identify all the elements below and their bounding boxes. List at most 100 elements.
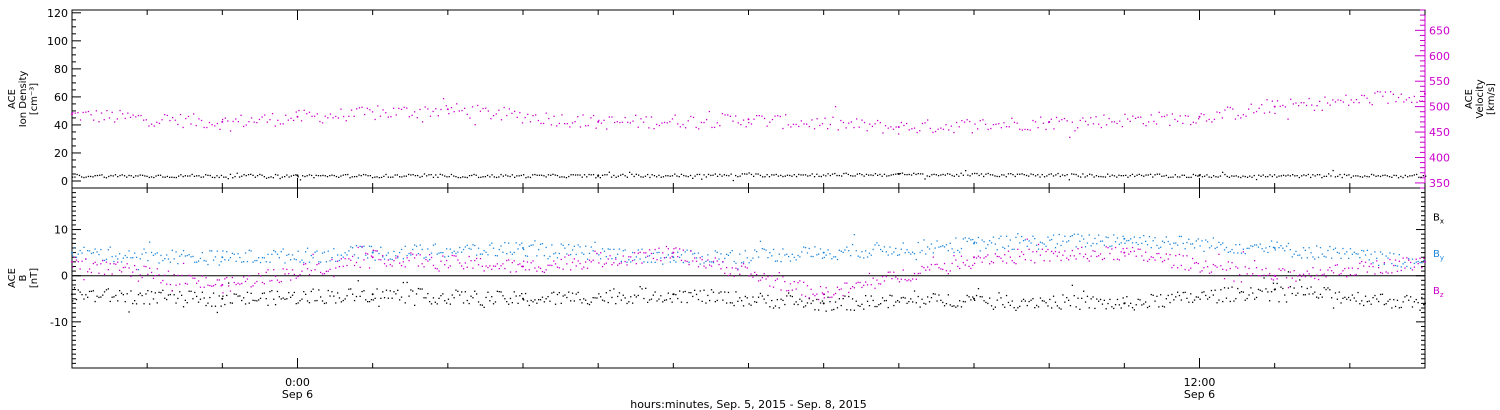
by-dot xyxy=(1024,239,1026,241)
bz-dot xyxy=(156,268,158,270)
bx-dot xyxy=(1135,304,1137,306)
by-dot xyxy=(94,248,96,250)
density-dot xyxy=(256,175,259,177)
bz-dot xyxy=(874,287,876,289)
velocity-dot xyxy=(508,108,510,110)
bz-dot xyxy=(414,257,416,259)
velocity-dot xyxy=(921,122,924,125)
velocity-dot xyxy=(1308,97,1310,100)
by-dot xyxy=(679,256,681,259)
density-dot xyxy=(877,174,879,176)
density-dot xyxy=(1183,174,1185,176)
bz-dot xyxy=(684,260,686,262)
bx-dot xyxy=(425,297,427,299)
density-dot xyxy=(329,175,331,177)
bz-dot xyxy=(575,265,577,267)
velocity-dot xyxy=(219,128,221,130)
velocity-dot xyxy=(1213,118,1216,120)
velocity-tick-label: 550 xyxy=(1429,75,1450,88)
bz-dot xyxy=(1009,256,1011,258)
by-dot xyxy=(1357,253,1359,255)
by-dot xyxy=(115,255,117,257)
by-dot xyxy=(212,259,215,261)
bz-dot xyxy=(212,285,215,287)
velocity-dot xyxy=(232,120,234,123)
by-dot xyxy=(1391,262,1393,265)
velocity-dot xyxy=(882,132,884,134)
density-dot xyxy=(146,175,148,177)
velocity-dot xyxy=(295,111,297,113)
bx-dot xyxy=(1287,271,1290,273)
bz-dot xyxy=(1186,255,1188,257)
density-dot xyxy=(958,175,960,177)
bx-dot xyxy=(960,306,963,308)
density-dot xyxy=(949,173,951,175)
velocity-dot xyxy=(524,116,526,119)
by-dot xyxy=(487,254,489,256)
bx-dot xyxy=(1353,297,1355,299)
bz-dot xyxy=(239,283,241,285)
velocity-dot xyxy=(632,120,634,122)
bz-dot xyxy=(1173,264,1175,266)
bz-dot xyxy=(695,260,698,262)
by-dot xyxy=(158,262,160,264)
density-dot xyxy=(335,175,338,178)
bx-dot xyxy=(509,297,512,300)
bz-dot xyxy=(842,295,844,297)
bx-dot xyxy=(181,294,183,296)
by-dot xyxy=(746,257,748,259)
by-dot xyxy=(799,256,801,258)
velocity-dot xyxy=(1279,105,1281,107)
bz-dot xyxy=(1111,248,1113,250)
velocity-dot xyxy=(450,107,453,109)
by-dot xyxy=(594,241,596,243)
by-dot xyxy=(367,257,369,259)
by-dot xyxy=(876,242,878,244)
density-dot xyxy=(1298,176,1300,179)
velocity-dot xyxy=(1055,116,1058,119)
by-dot xyxy=(564,247,566,249)
bx-dot xyxy=(256,300,258,302)
velocity-dot xyxy=(1250,103,1252,105)
bx-dot xyxy=(684,290,686,293)
by-dot xyxy=(466,244,468,246)
by-dot xyxy=(156,252,158,254)
bx-dot xyxy=(1316,296,1318,298)
bz-dot xyxy=(1000,257,1002,259)
bx-dot xyxy=(1302,294,1305,296)
bz-dot xyxy=(588,259,591,261)
by-dot xyxy=(895,247,897,250)
velocity-dot xyxy=(77,112,79,114)
velocity-dot xyxy=(1171,113,1173,115)
density-dot xyxy=(83,176,85,179)
by-dot xyxy=(975,242,978,244)
by-dot xyxy=(1274,249,1276,251)
bz-dot xyxy=(560,258,562,261)
by-dot xyxy=(1015,236,1017,238)
density-dot xyxy=(1240,176,1242,179)
bx-dot xyxy=(876,305,878,308)
bx-dot xyxy=(1056,305,1058,307)
bz-dot xyxy=(1145,251,1147,253)
bz-dot xyxy=(789,283,792,285)
by-dot xyxy=(549,255,551,258)
bz-dot xyxy=(417,265,420,267)
velocity-dot xyxy=(271,113,274,115)
bx-dot xyxy=(1021,300,1023,302)
by-dot xyxy=(949,242,951,244)
bx-dot xyxy=(276,290,279,293)
by-dot xyxy=(560,243,562,245)
velocity-dot xyxy=(863,121,866,124)
bx-dot xyxy=(453,297,455,299)
by-dot xyxy=(1103,244,1105,246)
density-dot xyxy=(468,175,471,177)
by-dot xyxy=(881,250,884,252)
velocity-dot xyxy=(548,117,550,120)
by-dot xyxy=(1133,236,1135,238)
bz-dot xyxy=(603,263,606,265)
bx-dot xyxy=(427,293,429,295)
bx-dot xyxy=(1304,294,1306,296)
velocity-dot xyxy=(308,111,311,113)
bx-dot xyxy=(103,291,106,293)
density-dot xyxy=(1043,176,1046,178)
